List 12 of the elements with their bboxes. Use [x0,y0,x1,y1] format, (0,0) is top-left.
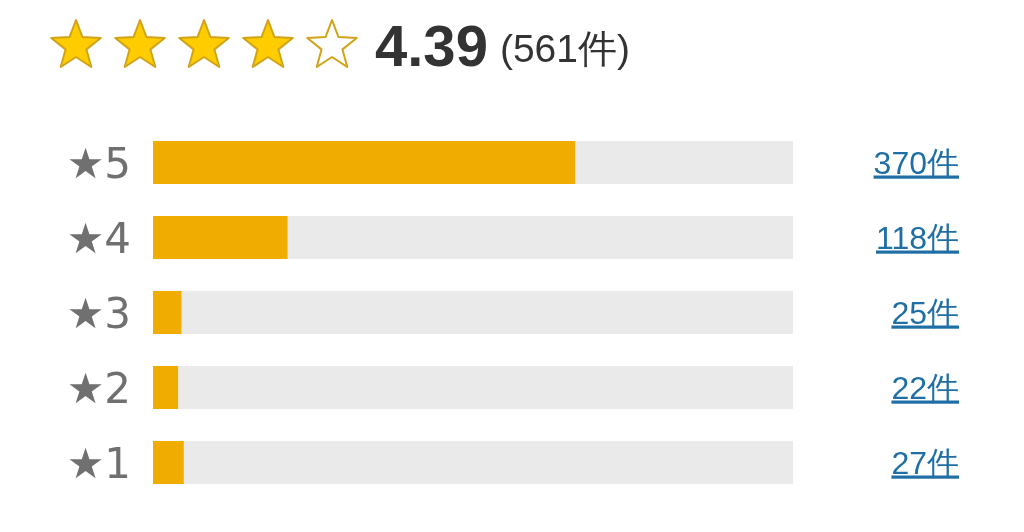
category-label: ★3 [66,288,131,338]
category-label: ★5 [66,138,131,188]
value-label: 370件 [873,144,959,181]
category-label: ★2 [66,363,131,413]
subtitle: (561件) [499,27,630,70]
title: 4.39 [375,13,488,78]
category-label: ★1 [66,438,131,488]
value-label: 27件 [891,444,959,481]
value-label: 25件 [891,294,959,331]
value-label: 118件 [876,219,959,256]
value-label: 22件 [891,369,959,406]
category-label: ★4 [66,213,131,263]
